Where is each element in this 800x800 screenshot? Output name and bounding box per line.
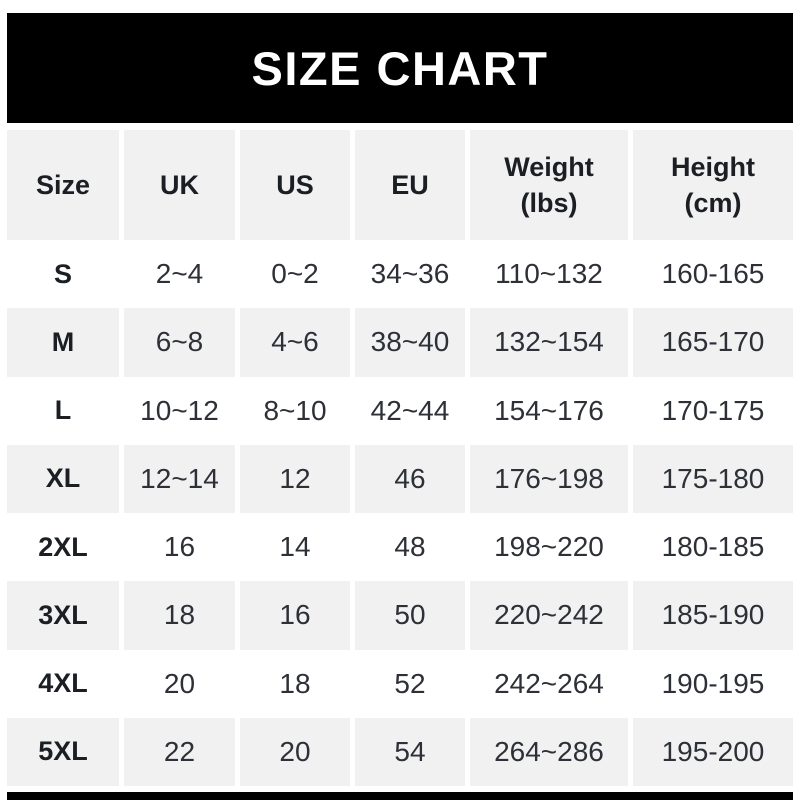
cell-eu: 34~36	[370, 258, 450, 290]
column-header-us: US	[240, 130, 350, 240]
column-header-unit: (cm)	[684, 188, 742, 218]
cell-uk: 20	[163, 667, 196, 699]
table-header-row: Size UK US EU Weight (lbs) Height (cm)	[7, 130, 793, 240]
column-header-label: Size	[35, 169, 91, 200]
cell-weight: 264~286	[470, 717, 628, 786]
column-header-label: UK	[160, 169, 199, 200]
cell-uk: 16	[163, 531, 196, 563]
column-header-unit: (lbs)	[520, 188, 578, 218]
cell-weight: 132~154	[470, 308, 628, 377]
cell-height: 185-190	[633, 581, 793, 650]
cell-eu: 52	[394, 667, 426, 699]
column-header-uk: UK	[124, 130, 235, 240]
cell-size: XL	[7, 444, 119, 513]
column-header-size: Size	[7, 130, 119, 240]
table-row: XL 12~14 12 46 176~198 175-180	[7, 444, 793, 513]
cell-eu: 38~40	[355, 308, 465, 377]
cell-us: 8~10	[263, 394, 327, 426]
cell-size: L	[54, 395, 72, 426]
cell-size: M	[7, 308, 119, 377]
table-row: L 10~12 8~10 42~44 154~176 170-175	[7, 377, 793, 445]
cell-eu: 54	[355, 717, 465, 786]
cell-eu: 48	[394, 531, 426, 563]
cell-uk: 6~8	[124, 308, 235, 377]
cell-height: 170-175	[661, 394, 765, 426]
cell-us: 12	[240, 444, 350, 513]
cell-height: 160-165	[661, 258, 765, 290]
column-header-label: EU	[391, 169, 429, 200]
cell-size: 2XL	[38, 531, 88, 562]
cell-eu: 50	[355, 581, 465, 650]
page-title: SIZE CHART	[251, 41, 549, 95]
cell-uk: 12~14	[124, 444, 235, 513]
column-header-height: Height (cm)	[633, 130, 793, 240]
cell-height: 165-170	[633, 308, 793, 377]
cell-weight: 154~176	[494, 394, 604, 426]
cell-uk: 2~4	[155, 258, 204, 290]
column-header-weight: Weight (lbs)	[470, 130, 628, 240]
table-row: 5XL 22 20 54 264~286 195-200	[7, 717, 793, 786]
table-row: 2XL 16 14 48 198~220 180-185	[7, 513, 793, 581]
cell-weight: 220~242	[470, 581, 628, 650]
table-row: S 2~4 0~2 34~36 110~132 160-165	[7, 240, 793, 308]
cell-size: S	[53, 258, 72, 289]
cell-height: 175-180	[633, 444, 793, 513]
cell-size: 5XL	[7, 717, 119, 786]
column-header-label: US	[276, 169, 314, 200]
size-table: Size UK US EU Weight (lbs) Height (cm) S…	[7, 130, 793, 786]
cell-uk: 22	[124, 717, 235, 786]
cell-weight: 198~220	[494, 531, 604, 563]
column-header-label: Height	[671, 151, 755, 182]
cell-us: 16	[240, 581, 350, 650]
banner: SIZE CHART	[7, 13, 793, 123]
cell-us: 14	[279, 531, 311, 563]
table-row: M 6~8 4~6 38~40 132~154 165-170	[7, 308, 793, 377]
bottom-banner-edge	[7, 792, 793, 800]
table-row: 3XL 18 16 50 220~242 185-190	[7, 581, 793, 650]
cell-size: 4XL	[38, 668, 88, 699]
cell-weight: 110~132	[495, 258, 603, 290]
column-header-eu: EU	[355, 130, 465, 240]
cell-us: 0~2	[271, 258, 319, 290]
cell-uk: 18	[124, 581, 235, 650]
cell-us: 18	[279, 667, 311, 699]
cell-eu: 42~44	[370, 394, 450, 426]
column-header-label: Weight	[504, 151, 594, 182]
size-chart-page: SIZE CHART Size UK US EU Weight (lbs) He…	[0, 13, 800, 800]
cell-size: 3XL	[7, 581, 119, 650]
table-row: 4XL 20 18 52 242~264 190-195	[7, 650, 793, 718]
cell-weight: 242~264	[494, 667, 604, 699]
cell-us: 20	[240, 717, 350, 786]
cell-eu: 46	[355, 444, 465, 513]
cell-height: 190-195	[661, 667, 765, 699]
cell-weight: 176~198	[470, 444, 628, 513]
cell-uk: 10~12	[140, 394, 219, 426]
cell-height: 180-185	[661, 531, 765, 563]
cell-us: 4~6	[240, 308, 350, 377]
table-body: S 2~4 0~2 34~36 110~132 160-165 M 6~8 4~6 38~40 13…	[7, 240, 793, 786]
cell-height: 195-200	[633, 717, 793, 786]
